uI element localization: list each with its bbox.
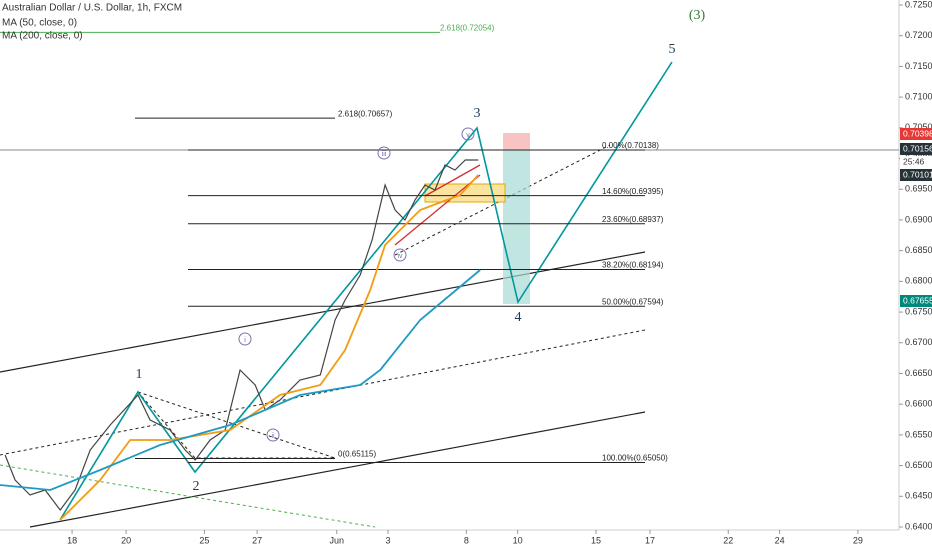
x-tick-label: 18 — [67, 535, 77, 545]
x-tick-label: 15 — [591, 535, 601, 545]
x-tick-label: 17 — [645, 535, 655, 545]
price-badge-label: 0.67655 — [903, 295, 932, 305]
fib-label: 100.00%(0.65050) — [602, 454, 668, 463]
sub-wave-circle — [461, 127, 475, 141]
wave-label: 2 — [193, 479, 200, 494]
price-badge — [900, 169, 932, 181]
wedge-line — [424, 164, 481, 197]
zone — [424, 183, 506, 203]
fib-label: 2.618(0.72054) — [440, 23, 495, 32]
x-tick-label: 22 — [723, 535, 733, 545]
fib-label: 0.00%(0.70138) — [602, 141, 659, 150]
wave-label: 4 — [515, 310, 522, 325]
fib-label: 2.618(0.70657) — [338, 109, 393, 118]
sub-wave-label: v — [466, 132, 470, 139]
wedge-line — [394, 174, 481, 246]
x-tick-label: 10 — [513, 535, 523, 545]
x-tick-label: 3 — [386, 535, 391, 545]
indicator-label: MA (50, close, 0) — [2, 18, 77, 29]
wave-label: 3 — [474, 106, 481, 121]
indicator-label: MA (200, close, 0) — [2, 31, 83, 42]
price-badge — [900, 295, 932, 307]
fib-guide — [137, 391, 335, 459]
fib-label: 50.00%(0.67594) — [602, 297, 664, 306]
x-tick-label: 8 — [464, 535, 469, 545]
price-badge-label: 0.70101 — [903, 169, 932, 179]
price-badge — [900, 143, 932, 155]
y-tick-label: 0.64000 — [905, 521, 932, 531]
chart-title: Australian Dollar / U.S. Dollar, 1h, FXC… — [2, 3, 182, 14]
fib-label: 14.60%(0.69395) — [602, 187, 664, 196]
x-tick-label: 20 — [121, 535, 131, 545]
x-tick-label: 25 — [199, 535, 209, 545]
fib-label: 23.60%(0.68937) — [602, 215, 664, 224]
sub-wave-label: i — [244, 337, 246, 344]
x-tick-label: 27 — [252, 535, 262, 545]
wave-line — [59, 61, 673, 521]
fib-label: 38.20%(0.68194) — [602, 261, 664, 270]
x-tick-label: 24 — [775, 535, 785, 545]
sub-wave-circle — [266, 428, 280, 442]
sub-wave-circle — [238, 332, 252, 346]
price-badge-label: 0.70398 — [903, 128, 932, 138]
price-badge-label: 0.70156 — [903, 143, 932, 153]
fib-label: 0(0.65115) — [338, 450, 376, 459]
sub-wave-label: iii — [382, 151, 387, 158]
position-stop — [503, 133, 530, 149]
wave-label: 1 — [136, 367, 143, 382]
x-tick-label: Jun — [329, 535, 344, 545]
channel-mid — [0, 329, 646, 456]
price-badge — [900, 156, 932, 168]
moving-average — [0, 269, 481, 491]
sub-wave-circle — [377, 146, 391, 160]
wave-label: 5 — [669, 42, 676, 57]
sub-wave-circle — [393, 248, 407, 262]
sub-wave-label: ii — [271, 433, 275, 440]
sub-wave-label: iv — [397, 253, 403, 260]
position-target — [503, 149, 530, 304]
channel-line — [29, 411, 646, 528]
price-badge-label: 25:46 — [903, 156, 925, 166]
wave-label: (3) — [689, 8, 706, 23]
moving-average — [59, 174, 479, 521]
x-tick-label: 29 — [853, 535, 863, 545]
price-badge — [900, 128, 932, 140]
